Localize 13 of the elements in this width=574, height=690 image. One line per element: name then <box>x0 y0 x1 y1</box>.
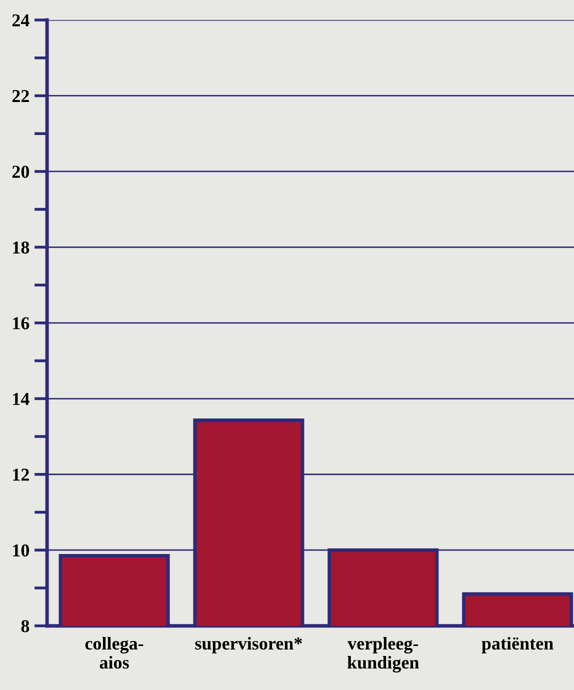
y-tick-label: 24 <box>12 14 30 26</box>
y-tick-label: 16 <box>13 317 30 330</box>
x-tick-label: collega- aios <box>85 636 144 669</box>
y-tick-label: 8 <box>21 620 30 632</box>
x-tick-label: verpleeg- kundigen <box>347 636 419 672</box>
x-tick-label: supervisoren* <box>195 636 302 654</box>
y-tick-label: 20 <box>12 166 30 178</box>
y-tick-label: 22 <box>12 90 29 102</box>
y-tick-label: 14 <box>13 392 30 405</box>
y-tick-label: 18 <box>13 241 30 254</box>
x-tick-label: patiënten <box>482 636 554 654</box>
y-tick-label: 12 <box>13 468 29 481</box>
y-tick-label: 10 <box>13 544 30 557</box>
